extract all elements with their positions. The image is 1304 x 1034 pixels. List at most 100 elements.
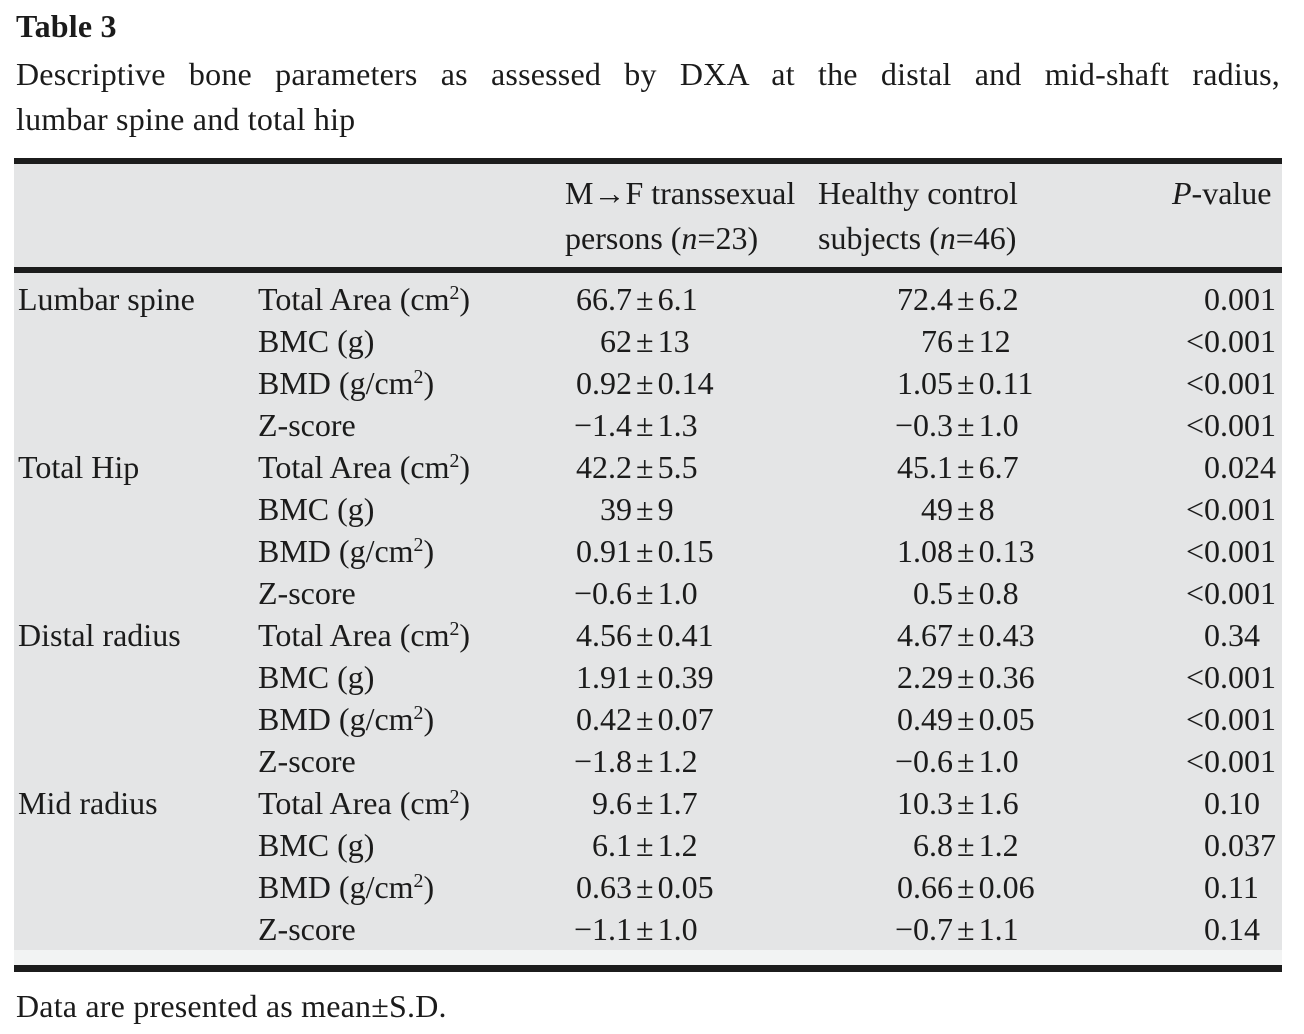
- table-footnote: Data are presented as mean±S.D.: [16, 988, 447, 1024]
- sd-value: 1.2: [657, 827, 698, 863]
- parameter-text: ): [423, 365, 435, 401]
- transsexual-value-cell: −0.6 ±1.0: [565, 572, 818, 614]
- p-value-number: 0.10: [1204, 785, 1260, 821]
- parameter-superscript: 2: [413, 534, 424, 557]
- p-value-number: 0.001: [1204, 659, 1276, 695]
- parameter-label: BMD (g/cm2): [258, 866, 565, 908]
- mean-value: 39: [600, 491, 632, 527]
- mean-value: −0.6: [894, 743, 953, 779]
- control-value-cell: 49 ±8: [818, 488, 1172, 530]
- sd-value: 1.7: [657, 785, 698, 821]
- plus-minus-sign: ±: [636, 911, 654, 947]
- control-value-cell: 72.4 ±6.2: [818, 278, 1172, 320]
- control-value-cell: −0.3 ±1.0: [818, 404, 1172, 446]
- mean-value: 4.56: [576, 617, 632, 653]
- transsexual-value-cell: −1.4 ±1.3: [565, 404, 818, 446]
- plus-minus-sign: ±: [636, 281, 654, 317]
- p-value-cell: 0.037: [1172, 824, 1282, 866]
- p-value-cell: 0.34: [1172, 614, 1282, 656]
- less-than-sign: <: [1185, 575, 1204, 611]
- parameter-text: ): [459, 785, 471, 821]
- transsexual-value-cell: 39 ±9: [565, 488, 818, 530]
- parameter-text: ): [459, 617, 471, 653]
- control-value-cell: 45.1 ±6.7: [818, 446, 1172, 488]
- table-row: BMD (g/cm2) 0.63 ±0.05 0.66 ±0.06 0.11: [14, 866, 1282, 908]
- sd-value: 9: [657, 491, 674, 527]
- plus-minus-sign: ±: [636, 407, 654, 443]
- table-header-row: M→F transsexual persons (n=23) Healthy c…: [14, 164, 1282, 273]
- plus-minus-sign: ±: [636, 323, 654, 359]
- parameter-label: Z-score: [258, 740, 565, 782]
- p-value-number: 0.001: [1204, 701, 1276, 737]
- site-label: [14, 740, 258, 782]
- table-number-title: Table 3: [16, 8, 117, 44]
- p-value-number: 0.14: [1204, 911, 1260, 947]
- parameter-text: Z-score: [258, 743, 356, 779]
- mean-value: 45.1: [897, 449, 953, 485]
- mean-value: −1.4: [573, 407, 632, 443]
- transsexual-value-cell: −1.8 ±1.2: [565, 740, 818, 782]
- parameter-text: Z-score: [258, 575, 356, 611]
- transsexual-value-cell: 0.91 ±0.15: [565, 530, 818, 572]
- parameter-text: ): [423, 533, 435, 569]
- table-row: BMD (g/cm2) 0.91 ±0.15 1.08 ±0.13 <0.001: [14, 530, 1282, 572]
- plus-minus-sign: ±: [957, 659, 975, 695]
- parameter-text: ): [459, 449, 471, 485]
- p-value-number: 0.34: [1204, 617, 1260, 653]
- parameter-superscript: 2: [449, 786, 460, 809]
- plus-minus-sign: ±: [636, 575, 654, 611]
- p-value-cell: 0.001: [1172, 278, 1282, 320]
- parameter-label: BMC (g): [258, 320, 565, 362]
- plus-minus-sign: ±: [636, 533, 654, 569]
- plus-minus-sign: ±: [957, 869, 975, 905]
- sd-value: 1.2: [657, 743, 698, 779]
- transsexual-value-cell: 0.42 ±0.07: [565, 698, 818, 740]
- parameter-superscript: 2: [413, 870, 424, 893]
- site-label: Mid radius: [18, 785, 158, 821]
- p-value-cell: 0.024: [1172, 446, 1282, 488]
- less-than-sign: <: [1185, 365, 1204, 401]
- header-text: =23): [697, 220, 759, 256]
- mean-value: 1.08: [897, 533, 953, 569]
- parameter-label: BMC (g): [258, 656, 565, 698]
- plus-minus-sign: ±: [636, 701, 654, 737]
- parameter-text: Total Area (cm: [258, 449, 450, 485]
- sd-value: 1.3: [657, 407, 698, 443]
- header-transsexual-line1: M→F transsexual: [565, 175, 796, 211]
- less-than-sign: <: [1185, 533, 1204, 569]
- sd-value: 1.1: [978, 911, 1019, 947]
- plus-minus-sign: ±: [957, 785, 975, 821]
- p-value-number: 0.001: [1204, 743, 1276, 779]
- mean-value: 0.66: [897, 869, 953, 905]
- control-value-cell: 76 ±12: [818, 320, 1172, 362]
- sd-value: 6.1: [657, 281, 698, 317]
- parameter-label: Z-score: [258, 572, 565, 614]
- parameter-text: BMD (g/cm: [258, 869, 414, 905]
- plus-minus-sign: ±: [957, 323, 975, 359]
- header-text: =46): [955, 220, 1017, 256]
- table-row: BMC (g) 39 ±9 49 ±8 <0.001: [14, 488, 1282, 530]
- sd-value: 0.07: [657, 701, 714, 737]
- table-row: BMC (g) 62 ±13 76 ±12 <0.001: [14, 320, 1282, 362]
- control-value-cell: −0.6 ±1.0: [818, 740, 1172, 782]
- site-label: Distal radius: [18, 617, 181, 653]
- parameter-label: Z-score: [258, 404, 565, 446]
- p-value-number: 0.001: [1204, 491, 1276, 527]
- plus-minus-sign: ±: [957, 533, 975, 569]
- parameter-text: Total Area (cm: [258, 785, 450, 821]
- transsexual-value-cell: 0.63 ±0.05: [565, 866, 818, 908]
- mean-value: 62: [600, 323, 632, 359]
- mean-value: 0.63: [576, 869, 632, 905]
- plus-minus-sign: ±: [957, 743, 975, 779]
- p-value-number: 0.024: [1204, 449, 1276, 485]
- sd-value: 13: [657, 323, 690, 359]
- plus-minus-sign: ±: [957, 365, 975, 401]
- mean-value: −0.3: [894, 407, 953, 443]
- less-than-sign: <: [1185, 323, 1204, 359]
- parameter-text: Z-score: [258, 911, 356, 947]
- parameter-text: BMD (g/cm: [258, 533, 414, 569]
- parameter-label: Total Area (cm2): [258, 782, 565, 824]
- plus-minus-sign: ±: [957, 491, 975, 527]
- plus-minus-sign: ±: [957, 827, 975, 863]
